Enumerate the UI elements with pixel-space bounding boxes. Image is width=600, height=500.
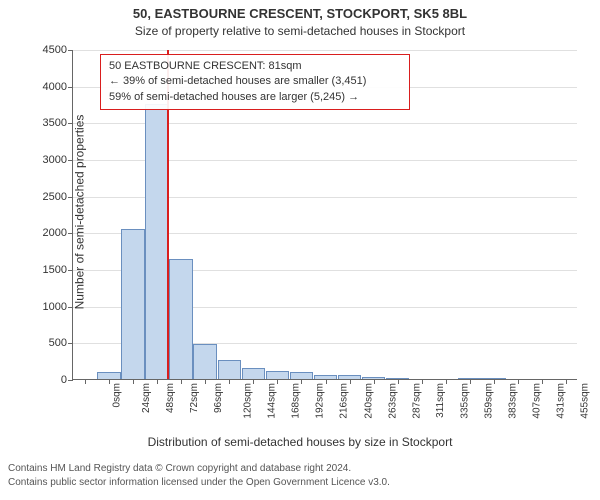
legend-larger-text: 59% of semi-detached houses are larger (… bbox=[109, 90, 401, 105]
xtick-mark bbox=[133, 379, 134, 384]
ytick-label: 4500 bbox=[43, 44, 67, 56]
xtick-label: 216sqm bbox=[339, 383, 350, 419]
xtick-label: 359sqm bbox=[483, 383, 494, 419]
xtick-mark bbox=[374, 379, 375, 384]
xtick-mark bbox=[494, 379, 495, 384]
xtick-label: 192sqm bbox=[315, 383, 326, 419]
xtick-mark bbox=[326, 379, 327, 384]
xtick-label: 72sqm bbox=[189, 383, 200, 413]
xtick-mark bbox=[518, 379, 519, 384]
xtick-mark bbox=[277, 379, 278, 384]
xtick-mark bbox=[181, 379, 182, 384]
xtick-mark bbox=[85, 379, 86, 384]
xtick-mark bbox=[350, 379, 351, 384]
xtick-mark bbox=[109, 379, 110, 384]
xtick-label: 311sqm bbox=[434, 383, 445, 418]
xtick-label: 168sqm bbox=[291, 383, 302, 419]
histogram-bar bbox=[266, 371, 290, 379]
chart-title: 50, EASTBOURNE CRESCENT, STOCKPORT, SK5 … bbox=[133, 6, 467, 21]
ytick-mark bbox=[68, 87, 73, 88]
ytick-label: 1000 bbox=[43, 301, 67, 313]
footer-line-1: Contains HM Land Registry data © Crown c… bbox=[8, 462, 390, 476]
ytick-label: 0 bbox=[61, 374, 67, 386]
ytick-mark bbox=[68, 50, 73, 51]
x-axis-label: Distribution of semi-detached houses by … bbox=[148, 435, 453, 449]
xtick-label: 263sqm bbox=[387, 383, 398, 419]
histogram-bar bbox=[145, 104, 169, 379]
xtick-label: 335sqm bbox=[459, 383, 470, 419]
ytick-mark bbox=[68, 343, 73, 344]
xtick-mark bbox=[398, 379, 399, 384]
histogram-bar bbox=[121, 229, 145, 379]
attribution-footer: Contains HM Land Registry data © Crown c… bbox=[8, 462, 390, 489]
xtick-mark bbox=[446, 379, 447, 384]
xtick-mark bbox=[422, 379, 423, 384]
histogram-bar bbox=[169, 259, 193, 379]
ytick-label: 3500 bbox=[43, 117, 67, 129]
xtick-label: 24sqm bbox=[141, 383, 152, 413]
xtick-label: 431sqm bbox=[555, 383, 566, 419]
histogram-bar bbox=[193, 344, 217, 379]
xtick-mark bbox=[229, 379, 230, 384]
histogram-bar bbox=[290, 372, 314, 379]
xtick-label: 407sqm bbox=[531, 383, 542, 419]
xtick-label: 240sqm bbox=[363, 383, 374, 419]
footer-line-2: Contains public sector information licen… bbox=[8, 476, 390, 490]
histogram-bar bbox=[97, 372, 121, 379]
legend-property-label: 50 EASTBOURNE CRESCENT: 81sqm bbox=[109, 59, 401, 74]
ytick-label: 4000 bbox=[43, 81, 67, 93]
xtick-label: 455sqm bbox=[580, 383, 591, 419]
ytick-label: 3000 bbox=[43, 154, 67, 166]
xtick-label: 120sqm bbox=[243, 383, 254, 419]
ytick-label: 2500 bbox=[43, 191, 67, 203]
xtick-mark bbox=[542, 379, 543, 384]
xtick-mark bbox=[205, 379, 206, 384]
xtick-label: 48sqm bbox=[165, 383, 176, 413]
xtick-mark bbox=[566, 379, 567, 384]
xtick-label: 96sqm bbox=[213, 383, 224, 413]
gridline-h bbox=[73, 50, 577, 51]
xtick-label: 144sqm bbox=[267, 383, 278, 419]
histogram-bar bbox=[218, 360, 242, 379]
histogram-bar bbox=[242, 368, 266, 379]
ytick-mark bbox=[68, 380, 73, 381]
y-axis-label: Number of semi-detached properties bbox=[72, 115, 86, 310]
ytick-label: 2000 bbox=[43, 227, 67, 239]
xtick-mark bbox=[253, 379, 254, 384]
xtick-mark bbox=[157, 379, 158, 384]
property-size-histogram: 50, EASTBOURNE CRESCENT, STOCKPORT, SK5 … bbox=[0, 0, 600, 500]
legend-box: 50 EASTBOURNE CRESCENT: 81sqm ← 39% of s… bbox=[100, 54, 410, 110]
ytick-label: 500 bbox=[49, 337, 67, 349]
xtick-label: 287sqm bbox=[411, 383, 422, 419]
legend-smaller-text: ← 39% of semi-detached houses are smalle… bbox=[109, 74, 401, 89]
xtick-label: 383sqm bbox=[507, 383, 518, 419]
xtick-mark bbox=[470, 379, 471, 384]
xtick-label: 0sqm bbox=[111, 383, 122, 407]
chart-subtitle: Size of property relative to semi-detach… bbox=[135, 24, 465, 38]
xtick-mark bbox=[301, 379, 302, 384]
ytick-label: 1500 bbox=[43, 264, 67, 276]
